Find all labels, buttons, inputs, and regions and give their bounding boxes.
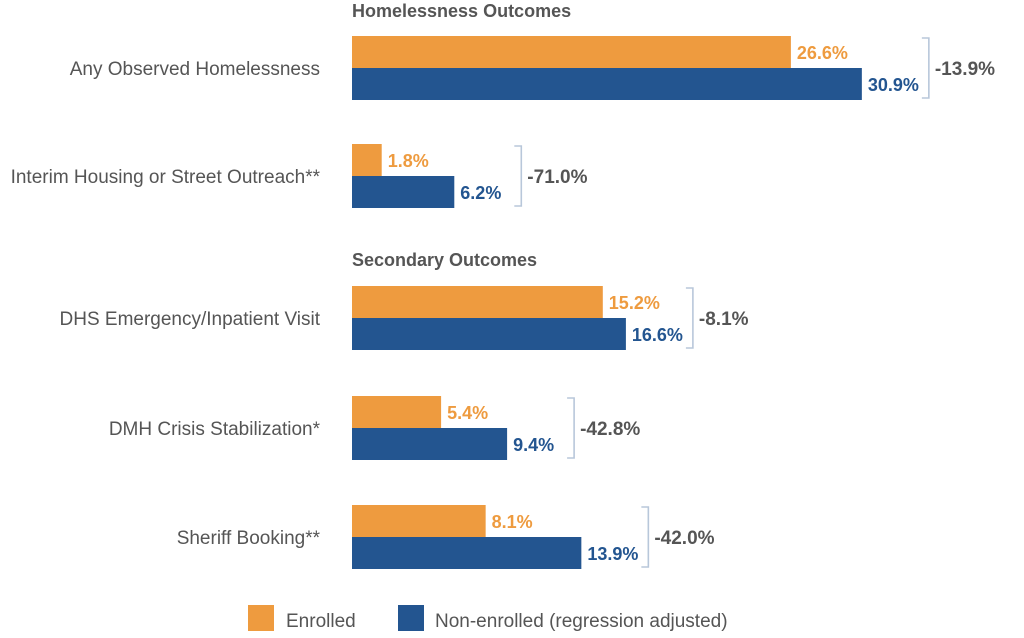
- bar-non-enrolled: [352, 176, 455, 208]
- value-label-non-enrolled: 13.9%: [587, 544, 638, 564]
- value-label-enrolled: 26.6%: [797, 43, 848, 63]
- category-label: Any Observed Homelessness: [70, 59, 320, 80]
- legend-label-enrolled: Enrolled: [286, 611, 356, 632]
- value-label-non-enrolled: 9.4%: [513, 435, 554, 455]
- difference-bracket: [921, 37, 930, 99]
- bar-non-enrolled: [352, 68, 862, 100]
- difference-label: -8.1%: [699, 309, 749, 330]
- value-label-enrolled: 1.8%: [388, 151, 429, 171]
- value-label-enrolled: 15.2%: [609, 293, 660, 313]
- value-label-non-enrolled: 16.6%: [632, 325, 683, 345]
- legend-swatch-enrolled: [248, 605, 274, 631]
- difference-label: -42.8%: [580, 419, 640, 440]
- legend: Enrolled Non-enrolled (regression adjust…: [248, 605, 728, 632]
- section-title: Secondary Outcomes: [352, 250, 537, 270]
- difference-label: -42.0%: [654, 528, 714, 549]
- difference-label: -13.9%: [935, 59, 995, 80]
- legend-swatch-non-enrolled: [398, 605, 424, 631]
- bar-enrolled: [352, 396, 442, 428]
- legend-label-non-enrolled: Non-enrolled (regression adjusted): [435, 611, 728, 632]
- value-label-enrolled: 8.1%: [492, 512, 533, 532]
- category-label: DHS Emergency/Inpatient Visit: [60, 309, 321, 330]
- bar-enrolled: [352, 144, 382, 176]
- difference-bracket: [641, 506, 650, 568]
- difference-bracket: [567, 397, 575, 459]
- difference-label: -71.0%: [527, 167, 587, 188]
- bar-enrolled: [352, 36, 791, 68]
- difference-bracket: [514, 145, 523, 207]
- bar-enrolled: [352, 286, 603, 318]
- category-label: DMH Crisis Stabilization*: [109, 419, 321, 440]
- difference-bracket: [685, 287, 694, 349]
- bar-enrolled: [352, 505, 486, 537]
- category-label: Sheriff Booking**: [177, 528, 321, 549]
- section-title: Homelessness Outcomes: [352, 1, 571, 21]
- value-label-non-enrolled: 6.2%: [460, 183, 501, 203]
- category-label: Interim Housing or Street Outreach**: [11, 167, 321, 188]
- bar-non-enrolled: [352, 537, 582, 569]
- bar-non-enrolled: [352, 428, 508, 460]
- value-label-enrolled: 5.4%: [447, 403, 488, 423]
- bar-non-enrolled: [352, 318, 626, 350]
- chart-sections: Homelessness Outcomes Any Observed Homele…: [11, 1, 995, 569]
- value-label-non-enrolled: 30.9%: [868, 75, 919, 95]
